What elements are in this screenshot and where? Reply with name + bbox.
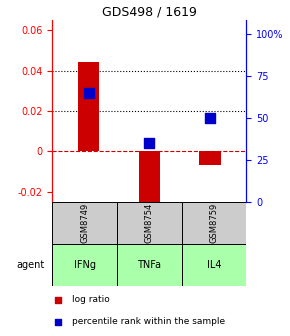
Text: IFNg: IFNg	[74, 260, 96, 269]
Text: IL4: IL4	[207, 260, 221, 269]
Point	[208, 115, 212, 121]
Text: GSM8754: GSM8754	[145, 203, 154, 243]
Bar	[200, 151, 221, 165]
Bar	[182, 202, 246, 244]
Bar	[139, 151, 160, 202]
Bar	[78, 62, 99, 151]
Text: GSM8759: GSM8759	[210, 203, 219, 243]
Point	[56, 297, 60, 302]
Bar	[182, 244, 246, 286]
Bar	[117, 244, 182, 286]
Point	[86, 90, 91, 95]
Text: percentile rank within the sample: percentile rank within the sample	[72, 317, 225, 326]
Title: GDS498 / 1619: GDS498 / 1619	[102, 6, 197, 19]
Text: agent: agent	[17, 260, 45, 269]
Bar	[117, 202, 182, 244]
Text: log ratio: log ratio	[72, 295, 109, 304]
Point	[147, 140, 152, 146]
Text: GSM8749: GSM8749	[80, 203, 89, 243]
Bar	[52, 202, 117, 244]
Text: TNFa: TNFa	[137, 260, 161, 269]
Point	[56, 319, 60, 325]
Bar	[52, 244, 117, 286]
